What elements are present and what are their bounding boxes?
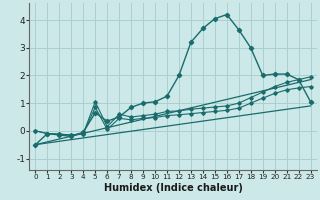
X-axis label: Humidex (Indice chaleur): Humidex (Indice chaleur) <box>104 183 243 193</box>
